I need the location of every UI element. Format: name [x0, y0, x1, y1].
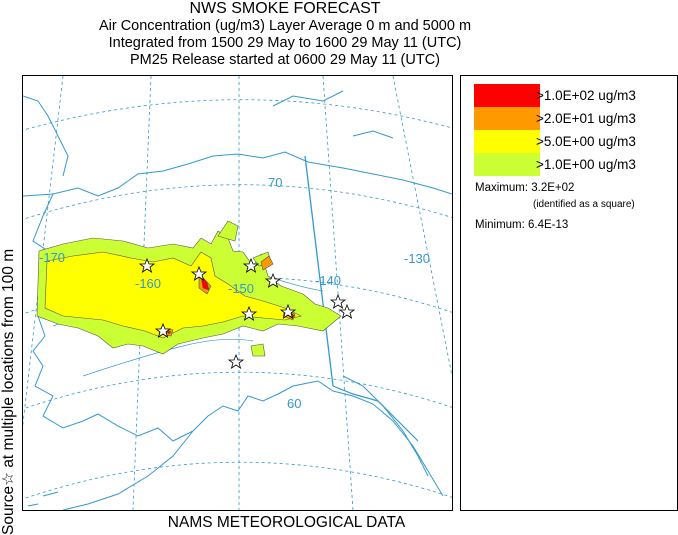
- source-star: [264, 272, 282, 288]
- source-markers: [138, 257, 356, 369]
- maximum-value: Maximum: 3.2E+02: [475, 182, 575, 194]
- latitude-line-60: [23, 371, 452, 410]
- source-star: [338, 303, 356, 319]
- smoke-plume: [36, 220, 342, 357]
- maximum-note: (identified as a square): [533, 199, 635, 210]
- source-star: [242, 257, 260, 273]
- meridian-140: [322, 76, 354, 510]
- coast-cook-inlet: [192, 393, 279, 432]
- legend-label: >5.0E+00 ug/m3: [536, 134, 636, 149]
- latitude-line-70: [23, 184, 452, 220]
- legend-label: >1.0E+00 ug/m3: [536, 157, 636, 172]
- minimum-value: Minimum: 6.4E-13: [475, 219, 569, 231]
- source-location-label: Source☆ at multiple locations from 100 m: [0, 248, 17, 535]
- subtitle-concentration: Air Concentration (ug/m3) Layer Average …: [98, 18, 472, 34]
- source-star: [329, 293, 347, 309]
- legend-label: >1.0E+02 ug/m3: [536, 88, 636, 103]
- coast-yukon-delta: [32, 335, 84, 429]
- coast-alaska-west: [23, 151, 309, 197]
- coast-chukotka: [23, 95, 69, 177]
- latitude-line-75: [23, 99, 452, 131]
- source-star: [279, 303, 297, 319]
- coast-alaska-peninsula: [62, 430, 194, 510]
- legend-entry: >1.0E+00 ug/m3: [474, 153, 636, 176]
- legend-panel: >1.0E+02 ug/m3 >2.0E+01 ug/m3 >5.0E+00 u…: [460, 75, 678, 511]
- page-title: NWS SMOKE FORECAST: [189, 0, 381, 17]
- legend-entry: >5.0E+00 ug/m3: [474, 130, 636, 153]
- coast-panhandle: [342, 375, 429, 477]
- alaska-map[interactable]: -170 -160 -150 -140 -130 70 60: [23, 76, 452, 510]
- legend-entry: >2.0E+01 ug/m3: [474, 107, 636, 130]
- subtitle-integration: Integrated from 1500 29 May to 1600 29 M…: [108, 35, 462, 51]
- lon-label-130: -130: [404, 251, 430, 266]
- legend-swatch: [474, 107, 540, 130]
- source-star: [227, 353, 245, 369]
- coast-arctic-islands: [272, 90, 394, 139]
- title-block: NWS SMOKE FORECAST Air Concentration (ug…: [0, 0, 570, 69]
- coast-islands: [27, 491, 59, 507]
- graticule-labels: -170 -160 -150 -140 -130 70 60: [39, 175, 430, 411]
- latitude-line-55: [23, 461, 452, 500]
- legend-swatch: [474, 84, 540, 107]
- lon-label-140: -140: [315, 273, 341, 288]
- lat-label-60: 60: [287, 396, 301, 411]
- legend-swatch: [474, 153, 540, 176]
- map-panel[interactable]: -170 -160 -150 -140 -130 70 60: [22, 75, 453, 511]
- lat-label-70: 70: [268, 175, 282, 190]
- meridian-130: [392, 76, 452, 377]
- data-source-label: NAMS METEOROLOGICAL DATA: [167, 514, 406, 531]
- lon-label-170: -170: [39, 250, 65, 265]
- source-star: [154, 322, 172, 338]
- lon-label-160: -160: [135, 276, 161, 291]
- river-kuskokwim: [82, 338, 254, 377]
- legend-entry: >1.0E+02 ug/m3: [474, 84, 636, 107]
- legend-swatch: [474, 130, 540, 153]
- border-panhandle: [332, 385, 419, 442]
- coast-gulf: [277, 380, 444, 497]
- legend-label: >2.0E+01 ug/m3: [536, 111, 636, 126]
- plume-low: [44, 251, 302, 339]
- subtitle-release: PM25 Release started at 0600 29 May 11 (…: [129, 52, 440, 68]
- coast-alaska-north: [307, 161, 452, 195]
- lon-label-150: -150: [228, 281, 254, 296]
- source-star: [138, 257, 156, 273]
- border-alaska-canada: [304, 155, 334, 387]
- source-star: [240, 305, 258, 321]
- coast-bristol-bay: [82, 413, 194, 442]
- source-star: [190, 265, 208, 281]
